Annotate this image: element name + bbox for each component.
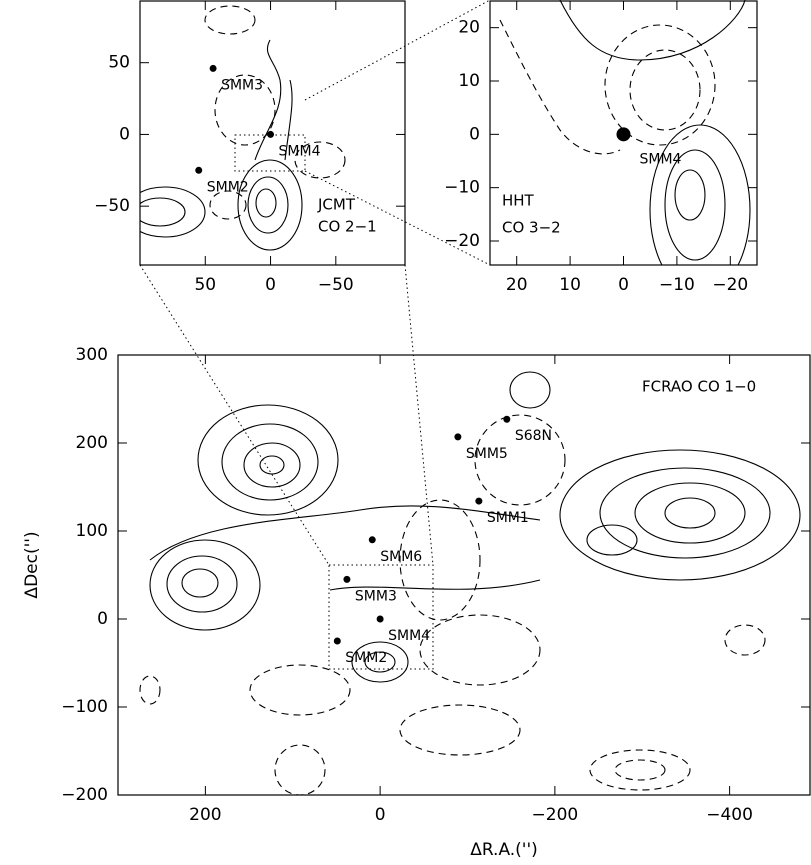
plot-frame [117,354,811,796]
x-tick-label: −20 [712,275,748,295]
y-tick-label: −200 [61,785,108,805]
y-tick-label: 0 [119,124,130,144]
y-axis-label: ΔDec('') [22,531,42,598]
x-tick-label: 0 [265,275,276,295]
annotation: HHT [502,192,535,210]
plot-frame [139,0,406,266]
source-label: SMM4 [640,151,682,167]
annotation: CO 2−1 [318,218,377,236]
source-marker [209,64,217,72]
source-label: SMM6 [380,549,422,565]
x-tick-label: 50 [194,275,216,295]
annotation: CO 3−2 [502,219,561,237]
y-tick-label: −50 [94,196,130,216]
connectors [139,0,491,670]
y-tick-label: −100 [61,697,108,717]
source-label: SMM4 [388,628,430,644]
y-tick-label: −10 [444,178,480,198]
source-label: SMM5 [466,446,508,462]
y-tick-label: 10 [458,71,480,91]
y-tick-label: 0 [469,124,480,144]
y-tick-label: 300 [76,345,108,365]
source-label: SMM2 [207,179,249,195]
contours [139,371,801,795]
y-tick-label: 20 [458,18,480,38]
x-tick-label: −10 [659,275,695,295]
annotation: FCRAO CO 1−0 [642,378,756,396]
source-marker [616,127,631,142]
x-tick-label: 20 [506,275,528,295]
source-marker [503,415,511,423]
source-marker [368,536,376,544]
x-tick-label: 0 [375,805,386,825]
y-tick-label: 100 [76,521,108,541]
contours [499,0,751,265]
source-label: SMM4 [279,143,321,159]
source-marker [333,637,341,645]
contours [140,5,346,251]
y-tick-label: 200 [76,433,108,453]
source-label: S68N [515,428,552,444]
y-tick-label: 0 [97,609,108,629]
source-label: SMM3 [221,77,263,93]
y-tick-label: −20 [444,231,480,251]
source-marker [343,575,351,583]
x-tick-label: −400 [706,805,753,825]
source-label: SMM2 [345,650,387,666]
source-label: SMM1 [487,510,529,526]
x-tick-label: −50 [318,275,354,295]
x-tick-label: 0 [618,275,629,295]
annotation: JCMT [317,196,356,214]
x-axis-label: ΔR.A.('') [470,840,538,860]
source-marker [376,615,384,623]
x-tick-label: 200 [189,805,221,825]
x-tick-label: 10 [559,275,581,295]
source-marker [195,166,203,174]
source-marker [454,433,462,441]
source-label: SMM3 [355,588,397,604]
y-tick-label: 50 [108,53,130,73]
source-marker [267,130,275,138]
x-tick-label: −200 [532,805,579,825]
source-marker [475,497,483,505]
